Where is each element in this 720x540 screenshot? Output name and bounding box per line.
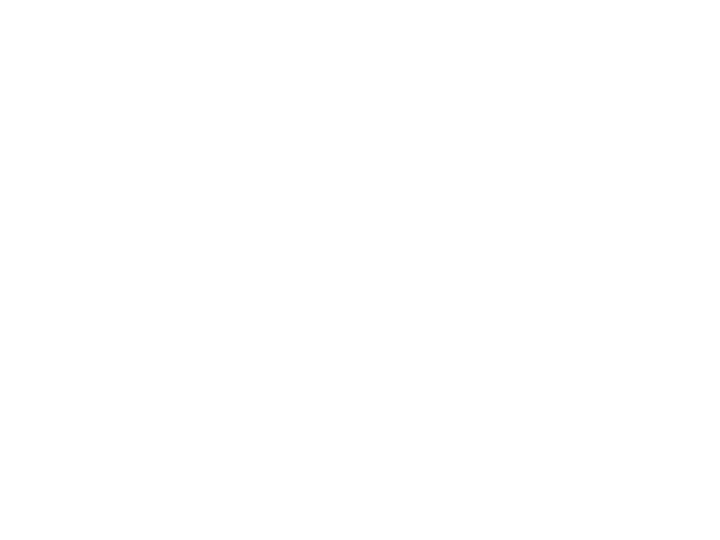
Bar: [112, 263, 256, 305]
Text: Health: Health: [119, 226, 159, 239]
Bar: [112, 242, 256, 263]
Bar: [256, 409, 626, 430]
Text: Economic
Development: Economic Development: [119, 310, 198, 338]
Text: •  Essential Departments: • Essential Departments: [118, 133, 325, 147]
Text: Functional Category: Functional Category: [117, 159, 251, 172]
Text: General Public
Services: General Public Services: [119, 435, 207, 463]
Text: Social Development: Social Development: [119, 247, 238, 260]
Text: Presidency, Parliament, Departments of Public Enterprises and  Public Service an: Presidency, Parliament, Departments of P…: [263, 435, 720, 463]
Bar: [112, 152, 256, 179]
Bar: [256, 430, 626, 472]
Bar: [256, 263, 626, 305]
Bar: [112, 221, 256, 242]
Text: Department of Social Development: Department of Social Development: [263, 247, 472, 260]
Bar: [112, 305, 256, 409]
Bar: [112, 430, 256, 472]
Bar: [256, 221, 626, 242]
Bar: [256, 305, 626, 409]
Text: Department of Health: Department of Health: [263, 226, 393, 239]
Bar: [256, 242, 626, 263]
Bar: [256, 179, 626, 221]
Text: Peace and Security: Peace and Security: [119, 415, 233, 428]
Text: Departments of: Environment Forestry and Fisheries, Agriculture, Land Reform and: Departments of: Environment Forestry and…: [263, 310, 720, 383]
Bar: [112, 409, 256, 430]
Text: Community Services: Community Services: [119, 268, 242, 281]
Bar: [256, 152, 626, 179]
Bar: [112, 179, 256, 221]
Text: Departments of Human Settlements, Cooperative Governance and Water and
Sanitatio: Departments of Human Settlements, Cooper…: [263, 268, 720, 296]
Text: Learning and Culture: Learning and Culture: [119, 184, 247, 197]
Text: Departments of Basic Education and Higher Education and Training: Departments of Basic Education and Highe…: [263, 184, 670, 197]
Text: Reprioritisation by Department: Reprioritisation by Department: [126, 87, 612, 119]
Text: Departments Directly Involved in Fighting Covid-19 and associated impacts: Departments Directly Involved in Fightin…: [261, 159, 720, 172]
Text: Defence, Police, Home Affairs: Defence, Police, Home Affairs: [263, 415, 441, 428]
